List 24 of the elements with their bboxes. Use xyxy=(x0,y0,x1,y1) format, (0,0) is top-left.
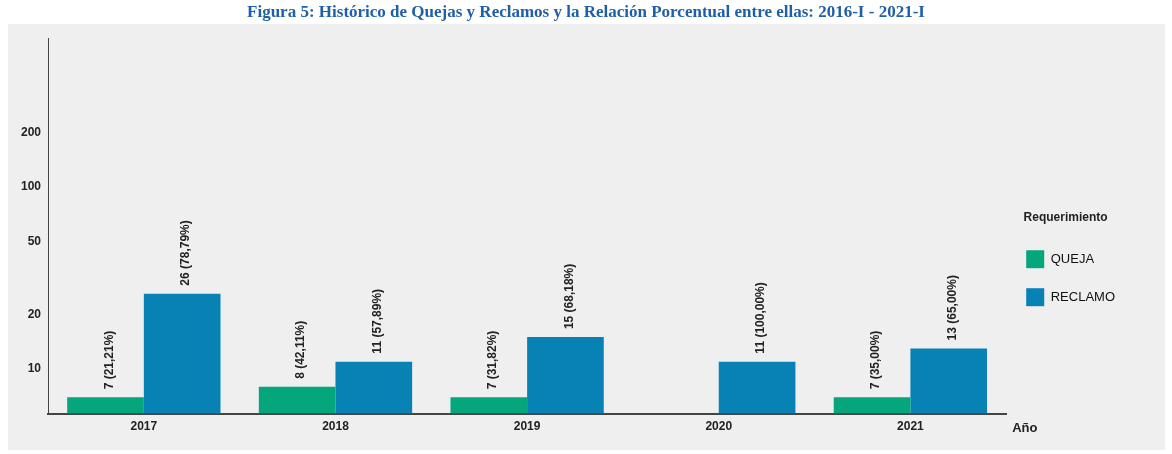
y-tick-label: 100 xyxy=(20,179,42,194)
x-tick-label: 2020 xyxy=(705,419,733,434)
data-label: 7 (35,00%) xyxy=(868,330,883,390)
data-label: 11 (100,00%) xyxy=(753,282,768,354)
x-tick-label: 2017 xyxy=(130,419,158,434)
y-tick-label: 10 xyxy=(27,361,42,376)
x-axis-title: Año xyxy=(1012,419,1038,435)
data-label: 13 (65,00%) xyxy=(945,275,960,341)
legend-title: Requerimiento xyxy=(1023,210,1108,225)
legend-label: RECLAMO xyxy=(1050,288,1116,304)
y-tick-label: 20 xyxy=(27,306,42,321)
legend-label: QUEJA xyxy=(1050,250,1095,266)
x-tick-label: 2019 xyxy=(513,419,541,434)
data-label: 7 (31,82%) xyxy=(485,330,500,390)
chart-title: Figura 5: Histórico de Quejas y Reclamos y la Relación Porcentual entre ellas: 2016-I - 2021-I xyxy=(246,2,926,22)
x-tick-label: 2021 xyxy=(897,419,925,434)
data-label: 26 (78,79%) xyxy=(178,220,193,286)
y-tick-label: 50 xyxy=(27,234,42,249)
y-tick-label: 200 xyxy=(20,124,42,139)
data-label: 11 (57,89%) xyxy=(370,288,385,354)
x-tick-label: 2018 xyxy=(322,419,350,434)
data-label: 7 (21,21%) xyxy=(101,330,116,390)
data-label: 15 (68,18%) xyxy=(561,263,576,330)
data-label: 8 (42,11%) xyxy=(293,320,308,379)
